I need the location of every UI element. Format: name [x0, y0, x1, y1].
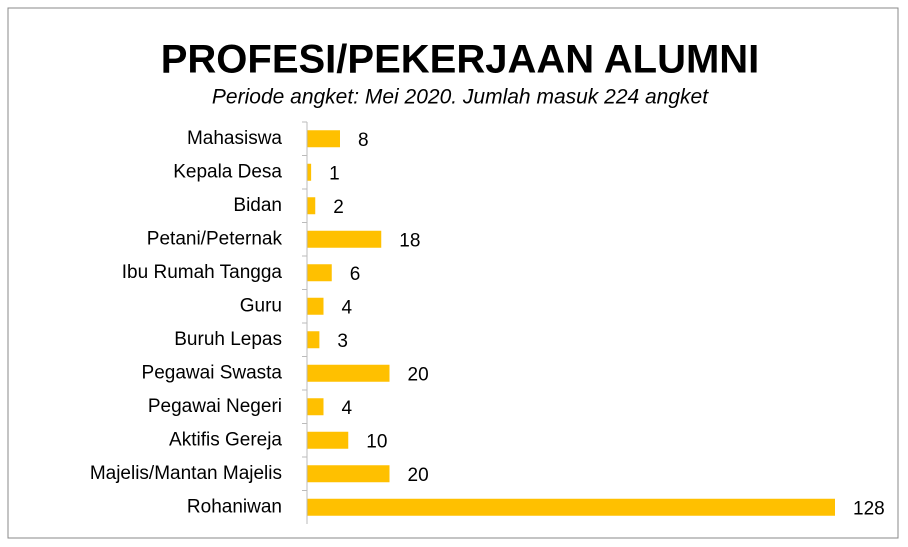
value-label: 10 — [366, 431, 387, 452]
value-label: 3 — [337, 331, 348, 352]
bar — [307, 297, 324, 315]
bar — [307, 197, 316, 215]
value-label: 1 — [329, 163, 340, 184]
category-label: Pegawai Negeri — [148, 396, 282, 417]
value-label: 18 — [399, 230, 420, 251]
bar — [307, 264, 332, 282]
category-label: Aktifis Gereja — [169, 429, 282, 450]
value-label: 8 — [358, 130, 369, 151]
chart-border — [7, 7, 899, 539]
bar — [307, 398, 324, 416]
category-label: Mahasiswa — [187, 128, 282, 149]
category-label: Buruh Lepas — [174, 329, 282, 350]
bar — [307, 465, 390, 483]
chart-title: PROFESI/PEKERJAAN ALUMNI — [161, 38, 760, 82]
bar — [307, 230, 382, 248]
category-label: Kepala Desa — [173, 161, 282, 182]
category-label: Bidan — [233, 195, 282, 216]
value-label: 6 — [350, 264, 361, 285]
value-label: 2 — [333, 197, 344, 218]
bar — [307, 431, 349, 449]
category-label: Guru — [240, 295, 282, 316]
value-label: 20 — [408, 465, 429, 486]
category-label: Pegawai Swasta — [142, 362, 283, 383]
category-label: Petani/Peternak — [147, 228, 283, 249]
value-label: 128 — [853, 498, 885, 519]
category-label: Majelis/Mantan Majelis — [90, 463, 282, 484]
bar — [307, 163, 312, 181]
value-label: 4 — [342, 398, 353, 419]
bar — [307, 331, 320, 349]
category-label: Ibu Rumah Tangga — [122, 262, 283, 283]
bar — [307, 130, 340, 148]
value-label: 20 — [408, 364, 429, 385]
category-label: Rohaniwan — [187, 496, 282, 517]
bar — [307, 498, 835, 516]
bar — [307, 364, 390, 382]
value-label: 4 — [342, 297, 353, 318]
chart-subtitle: Periode angket: Mei 2020. Jumlah masuk 2… — [212, 86, 709, 109]
